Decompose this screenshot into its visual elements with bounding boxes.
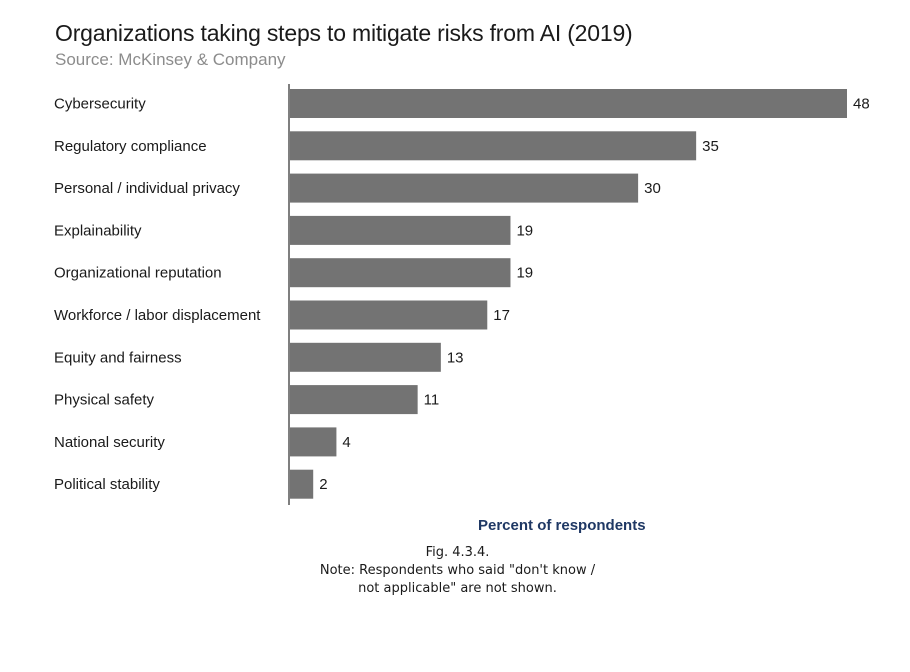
- data-label: 17: [493, 307, 510, 324]
- data-label: 19: [516, 265, 533, 282]
- data-label: 19: [516, 222, 533, 239]
- category-label: Regulatory compliance: [54, 138, 207, 155]
- x-axis-label: Percent of respondents: [478, 517, 646, 534]
- bar: [290, 427, 337, 457]
- caption-fig-number: Fig. 4.3.4.: [425, 545, 490, 560]
- category-label: Cybersecurity: [54, 96, 146, 113]
- chart-subtitle: Source: McKinsey & Company: [55, 50, 286, 69]
- category-label: Workforce / labor displacement: [54, 307, 261, 324]
- bar: [290, 342, 441, 372]
- data-label: 11: [424, 392, 440, 409]
- data-label: 4: [342, 434, 350, 451]
- category-label: National security: [54, 434, 165, 451]
- figure-caption: Fig. 4.3.4. Note: Respondents who said "…: [280, 544, 635, 598]
- category-label: Physical safety: [54, 392, 155, 409]
- category-label: Equity and fairness: [54, 349, 182, 366]
- category-label: Explainability: [54, 222, 142, 239]
- caption-note-line-1: Note: Respondents who said "don't know /: [319, 563, 596, 578]
- bar: [290, 173, 639, 203]
- caption-note-line-2: not applicable" are not shown.: [358, 581, 557, 596]
- chart-title: Organizations taking steps to mitigate r…: [55, 20, 633, 46]
- data-label: 30: [644, 180, 661, 197]
- bar: [290, 300, 488, 330]
- bar: [290, 89, 847, 118]
- category-label: Organizational reputation: [54, 265, 222, 282]
- bar: [290, 385, 418, 415]
- data-label: 48: [853, 96, 870, 113]
- bar: [290, 258, 511, 288]
- data-label: 2: [319, 476, 327, 493]
- bar: [290, 215, 511, 245]
- category-label: Political stability: [54, 476, 160, 493]
- data-label: 35: [702, 138, 719, 155]
- category-label: Personal / individual privacy: [54, 180, 240, 197]
- bar: [290, 469, 314, 499]
- bar: [290, 131, 697, 161]
- data-label: 13: [447, 349, 464, 366]
